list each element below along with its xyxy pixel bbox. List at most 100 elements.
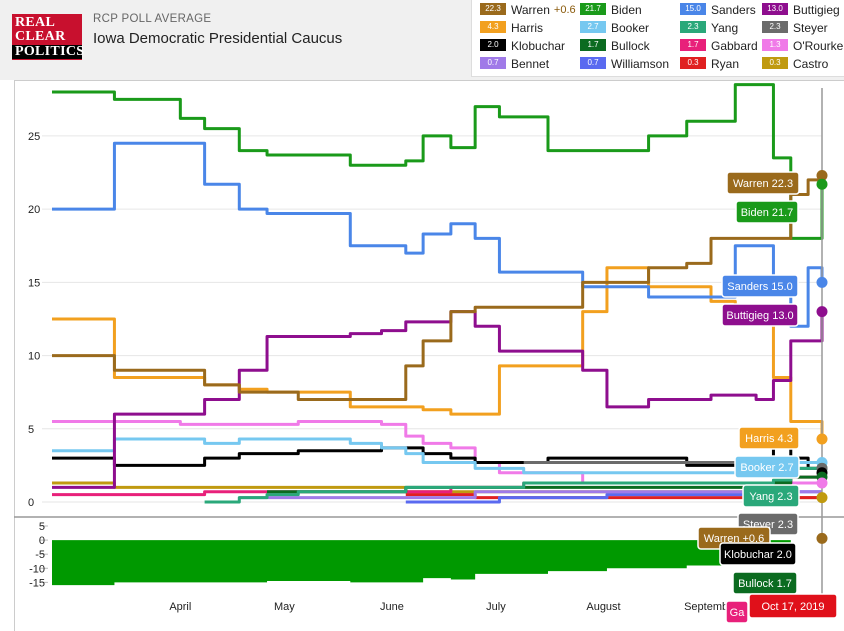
flag-label-lower-klobuchar: Klobuchar 2.0 [724, 549, 792, 561]
logo-line-3: POLITICS [12, 45, 84, 59]
flag-bg-warren[interactable] [726, 171, 800, 195]
legend-value: 2.3 [762, 20, 788, 33]
y-tick-0: 0 [28, 497, 34, 509]
legend-label: Sanders [711, 2, 756, 17]
spread-end-point[interactable] [816, 532, 828, 544]
legend-label: Booker [611, 20, 650, 35]
flag-bg-harris[interactable] [738, 426, 800, 450]
y-tick-15: 15 [28, 277, 40, 289]
legend-item-gabbard[interactable]: 1.7 Gabbard [680, 38, 758, 55]
legend-change: +0.6 [553, 3, 576, 16]
legend-item-o-rourke[interactable]: 1.3 O'Rourke [762, 38, 843, 55]
x-tick-september: September [684, 601, 738, 613]
flag-bg-sanders[interactable] [721, 274, 799, 298]
flag-label-booker: Booker 2.7 [740, 462, 793, 474]
flag-bg-biden[interactable] [735, 200, 799, 224]
flag-label-warren: Warren 22.3 [733, 178, 793, 190]
end-point-warren[interactable] [816, 169, 828, 181]
legend-item-warren[interactable]: 22.3 Warren +0.6 [480, 2, 576, 19]
x-tick-august: August [586, 601, 620, 613]
legend-label: Williamson [611, 56, 670, 71]
flag-label-harris: Harris 4.3 [745, 433, 793, 445]
logo-line-2: CLEAR [15, 29, 66, 44]
legend-label: Biden [611, 2, 642, 17]
legend: 22.3 Warren +0.6 21.7 Biden 15.0 Sanders 13.0 Bu… [471, 0, 844, 77]
date-badge-label: Oct 17, 2019 [762, 601, 825, 613]
date-badge[interactable] [748, 593, 838, 619]
y-tick-5: 5 [28, 424, 34, 436]
legend-label: Buttigieg [793, 2, 840, 17]
legend-value: 0.3 [680, 56, 706, 69]
series-line-warren[interactable] [52, 175, 824, 401]
legend-value: 1.7 [580, 38, 606, 51]
series-line-sanders[interactable] [52, 141, 824, 328]
flag-bg-booker[interactable] [734, 455, 800, 479]
y-tick-20: 20 [28, 204, 40, 216]
end-point-castro[interactable] [816, 492, 828, 504]
series-line-biden[interactable] [52, 83, 824, 240]
legend-item-buttigieg[interactable]: 13.0 Buttigieg [762, 2, 840, 19]
legend-item-castro[interactable]: 0.3 Castro [762, 56, 828, 73]
end-point-biden[interactable] [816, 178, 828, 190]
flag-label-buttigieg: Buttigieg 13.0 [726, 310, 793, 322]
legend-label: Yang [711, 20, 739, 35]
x-tick-june: June [380, 601, 404, 613]
legend-label: Harris [511, 20, 543, 35]
legend-value: 22.3 [480, 2, 506, 15]
legend-item-bullock[interactable]: 1.7 Bullock [580, 38, 650, 55]
rcp-logo[interactable]: REAL CLEAR POLITICS [12, 14, 84, 60]
legend-item-biden[interactable]: 21.7 Biden [580, 2, 642, 19]
flag-label-biden: Biden 21.7 [741, 207, 794, 219]
legend-value: 1.7 [680, 38, 706, 51]
flag-label-lower-gabbard: Ga [730, 607, 746, 619]
end-point-o-rourke[interactable] [816, 477, 828, 489]
spread-tick-5: 5 [39, 521, 45, 533]
legend-label: Warren [511, 2, 550, 17]
legend-value: 21.7 [580, 2, 606, 15]
legend-item-sanders[interactable]: 15.0 Sanders [680, 2, 756, 19]
x-tick-april: April [169, 601, 191, 613]
legend-value: 1.3 [762, 38, 788, 51]
legend-item-bennet[interactable]: 0.7 Bennet [480, 56, 549, 73]
logo-line-1: REAL [15, 15, 56, 30]
legend-item-yang[interactable]: 2.3 Yang [680, 20, 738, 37]
legend-label: Bullock [611, 38, 650, 53]
legend-value: 2.3 [680, 20, 706, 33]
spread-tick-15: -15 [29, 577, 45, 589]
legend-value: 0.7 [480, 56, 506, 69]
end-point-harris[interactable] [816, 433, 828, 445]
legend-value: 2.7 [580, 20, 606, 33]
series-line-klobuchar[interactable] [52, 441, 824, 473]
legend-label: Steyer [793, 20, 828, 35]
end-point-buttigieg[interactable] [816, 306, 828, 318]
legend-value: 0.7 [580, 56, 606, 69]
legend-label: O'Rourke [793, 38, 844, 53]
flag-bg-lower-klobuchar[interactable] [719, 542, 797, 566]
flag-bg-lower-gabbard[interactable] [725, 600, 749, 624]
flag-bg-buttigieg[interactable] [721, 303, 799, 327]
legend-value: 13.0 [762, 2, 788, 15]
series-line-buttigieg[interactable] [52, 310, 824, 489]
legend-item-ryan[interactable]: 0.3 Ryan [680, 56, 739, 73]
legend-label: Ryan [711, 56, 740, 71]
flag-label-spread-warren: Warren +0.6 [704, 533, 764, 545]
end-point-sanders[interactable] [816, 276, 828, 288]
page-title: Iowa Democratic Presidential Caucus [93, 30, 343, 47]
legend-item-klobuchar[interactable]: 2.0 Klobuchar [480, 38, 565, 55]
legend-value: 4.3 [480, 20, 506, 33]
legend-value: 0.3 [762, 56, 788, 69]
flag-label-yang: Yang 2.3 [749, 491, 792, 503]
spread-tick-10: -10 [29, 563, 45, 575]
legend-item-booker[interactable]: 2.7 Booker [580, 20, 649, 37]
legend-value: 15.0 [680, 2, 706, 15]
flag-label-lower-bullock: Bullock 1.7 [738, 578, 792, 590]
legend-item-williamson[interactable]: 0.7 Williamson [580, 56, 669, 73]
legend-item-harris[interactable]: 4.3 Harris [480, 20, 543, 37]
series-line-yang[interactable] [204, 466, 822, 504]
flag-label-sanders: Sanders 15.0 [727, 281, 792, 293]
poll-average-label: RCP POLL AVERAGE [93, 13, 212, 25]
legend-item-steyer[interactable]: 2.3 Steyer [762, 20, 828, 37]
legend-label: Bennet [511, 56, 550, 71]
flag-bg-yang[interactable] [742, 484, 800, 508]
